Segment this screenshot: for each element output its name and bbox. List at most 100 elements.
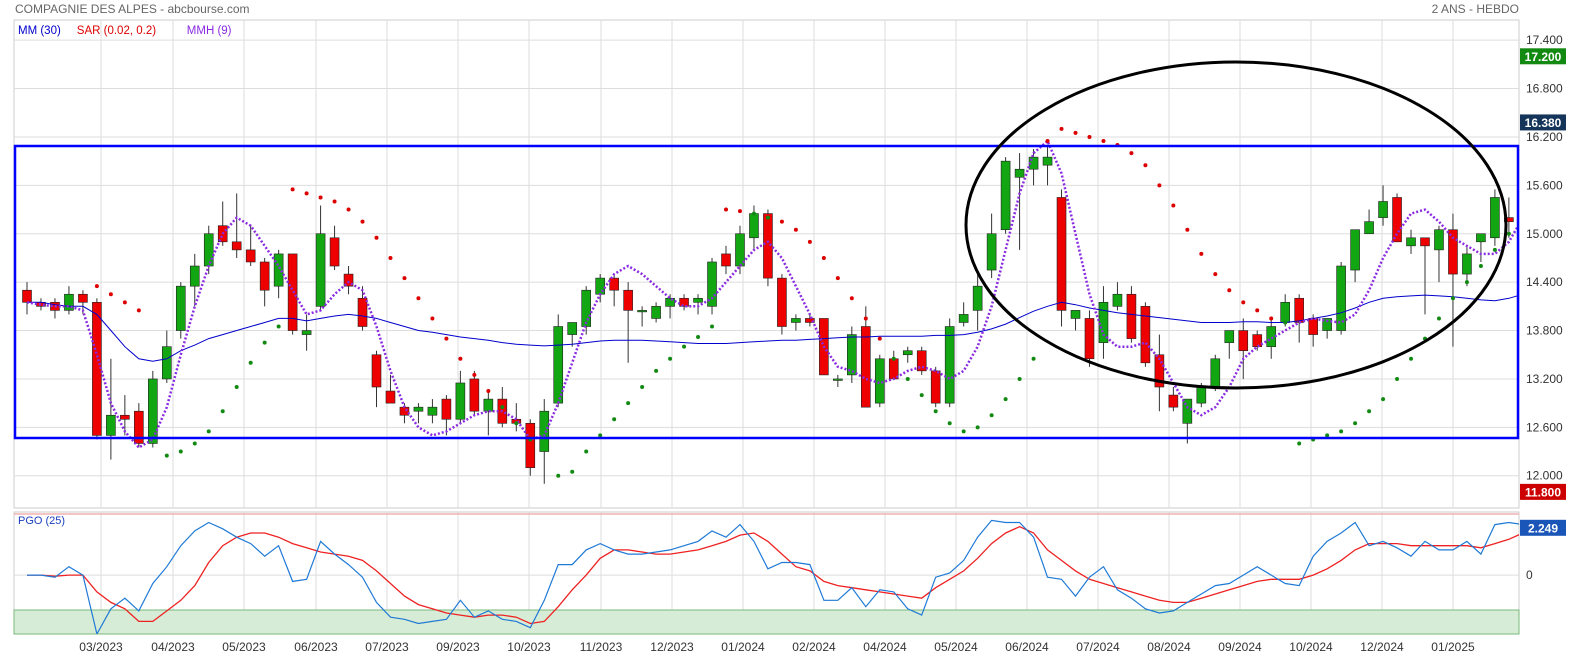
sar-dot [136, 308, 141, 313]
candle-body [665, 297, 675, 307]
candle [287, 253, 298, 335]
candle-body [1392, 197, 1402, 243]
candle-body [1434, 229, 1444, 251]
candle-body [1294, 297, 1304, 323]
sar-dot [1031, 356, 1036, 361]
candle [1378, 185, 1388, 226]
sar-dot [849, 296, 854, 301]
price-tag-bg [1520, 483, 1566, 500]
sar-dot [1450, 296, 1455, 301]
candle [972, 274, 983, 331]
candle-body [106, 414, 116, 436]
candle [665, 294, 675, 319]
sar-dot [290, 187, 295, 192]
candle-body [385, 390, 396, 404]
sar-dot [556, 473, 561, 478]
sar-dot [220, 409, 225, 414]
candle [371, 350, 382, 408]
sar-dot [94, 284, 99, 289]
candle [623, 282, 633, 363]
x-tick-label: 09/2024 [1218, 640, 1262, 654]
candle [777, 274, 787, 335]
sar-dot [1521, 216, 1525, 220]
sar-dot [779, 219, 784, 224]
candle [944, 318, 955, 408]
candle [148, 370, 158, 448]
sar-dot [682, 344, 687, 349]
sar-dot [444, 336, 449, 341]
sar-dot [765, 215, 770, 220]
sar-dot [1436, 316, 1441, 321]
sar-dot [737, 209, 742, 214]
candle-body [916, 350, 927, 372]
candle-body [1098, 302, 1109, 343]
candle-body [860, 326, 871, 408]
candle-body [958, 314, 969, 323]
candle-body [1084, 318, 1095, 360]
pgo-line [27, 519, 1519, 634]
candle-body [1420, 237, 1430, 247]
candle [763, 209, 773, 287]
price-tag: 11.800 [1520, 483, 1566, 500]
candle-body [539, 410, 550, 452]
sar-dot [346, 207, 351, 212]
candle-body [805, 318, 815, 323]
sar-dot [1381, 397, 1386, 402]
y-tick-label: 13.800 [1526, 324, 1563, 338]
candle-body [22, 289, 32, 303]
candle [1490, 189, 1500, 246]
candle-body [1364, 221, 1374, 235]
sar-dot [612, 417, 617, 422]
sar-dot [1157, 183, 1162, 188]
indicator-overlays [26, 66, 1567, 478]
candle [1000, 157, 1011, 234]
candle [902, 346, 913, 363]
candle-body [1000, 160, 1011, 231]
candle-body [525, 423, 536, 468]
sar-dot [1297, 441, 1302, 446]
x-tick-label: 11/2023 [580, 640, 623, 654]
sar-dot [570, 469, 575, 474]
candle-body [1350, 229, 1360, 271]
sar-dot [206, 429, 211, 434]
sar-dot [388, 255, 393, 260]
sar-dot [1492, 247, 1497, 252]
candle [189, 253, 200, 307]
candle-body [455, 382, 466, 420]
sar-dot [1185, 227, 1190, 232]
candle [930, 366, 941, 408]
x-tick-label: 05/2024 [934, 640, 978, 654]
sar-dot [696, 334, 701, 339]
candle [1448, 213, 1458, 347]
candle-body [567, 322, 578, 335]
sar-dot [1506, 231, 1511, 236]
sar-dot [1283, 320, 1288, 325]
y-tick-label: 15.600 [1526, 178, 1563, 192]
candle-body [413, 406, 424, 412]
candle-body [707, 261, 717, 307]
x-tick-label: 04/2023 [151, 640, 195, 654]
x-tick-label: 07/2024 [1076, 640, 1120, 654]
candle [805, 314, 815, 327]
sar-dot [262, 340, 267, 345]
sar-dot [1087, 134, 1092, 139]
sar-dot [975, 425, 980, 430]
candle-body [791, 318, 801, 323]
candle [637, 306, 647, 327]
candle-body [175, 285, 186, 331]
candle [916, 346, 927, 375]
price-tag-text: 16.380 [1525, 116, 1562, 130]
candle [385, 374, 396, 404]
candle-body [1406, 237, 1416, 247]
candle-body [1196, 386, 1207, 404]
sar-dot [486, 389, 491, 394]
sar-dot [1073, 130, 1078, 135]
sar-dot [1563, 66, 1567, 70]
candle-body [231, 241, 242, 251]
candle [343, 266, 354, 295]
breakout-ellipse [964, 60, 1508, 390]
candle [162, 330, 172, 383]
candle-body [1266, 326, 1277, 347]
x-tick-label: 08/2024 [1147, 640, 1191, 654]
x-tick-label: 09/2023 [436, 640, 480, 654]
